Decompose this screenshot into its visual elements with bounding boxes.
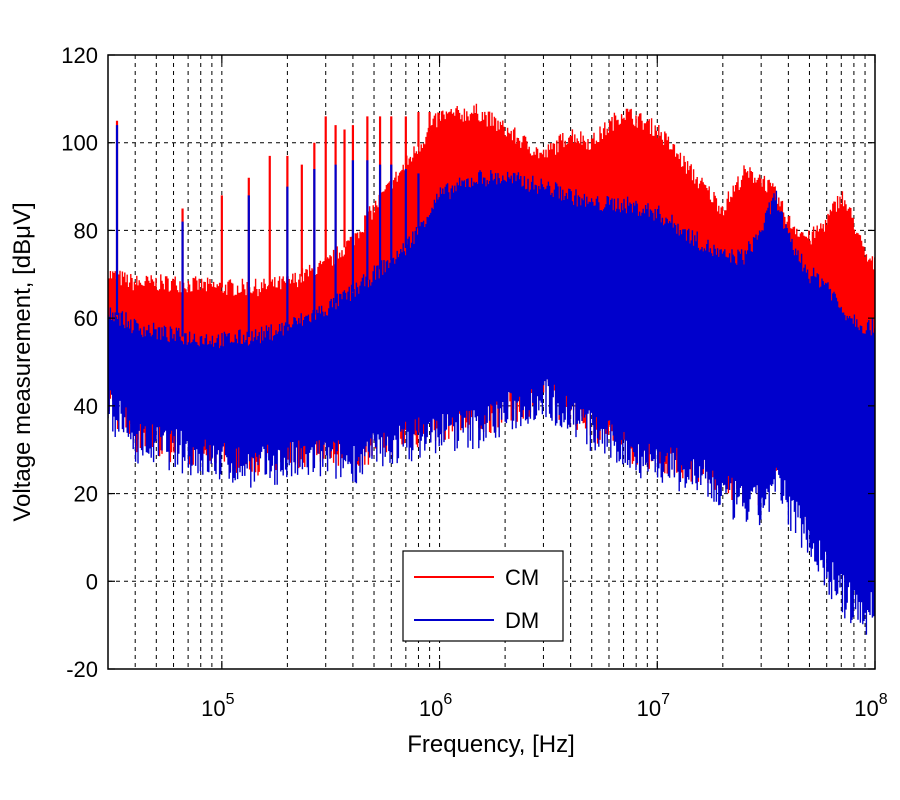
y-tick-label: 60 [74, 306, 98, 331]
legend-label-dm: DM [505, 608, 539, 633]
y-tick-label: 40 [74, 394, 98, 419]
series-band-dm [108, 170, 875, 635]
legend: CM DM [402, 550, 564, 642]
x-axis-label: Frequency, [Hz] [407, 731, 575, 758]
y-axis-label: Voltage measurement, [dBμV] [9, 202, 36, 521]
legend-box [402, 550, 564, 642]
y-tick-label: 80 [74, 218, 98, 243]
plot-frame [107, 54, 876, 670]
series-layer [108, 103, 875, 635]
legend-label-cm: CM [505, 565, 539, 590]
y-tick-label: 0 [86, 569, 98, 594]
y-tick-label: 120 [61, 43, 98, 68]
y-tick-label: 20 [74, 482, 98, 507]
y-tick-label: -20 [66, 657, 98, 682]
y-tick-label: 100 [61, 131, 98, 156]
series-dm [108, 125, 875, 635]
